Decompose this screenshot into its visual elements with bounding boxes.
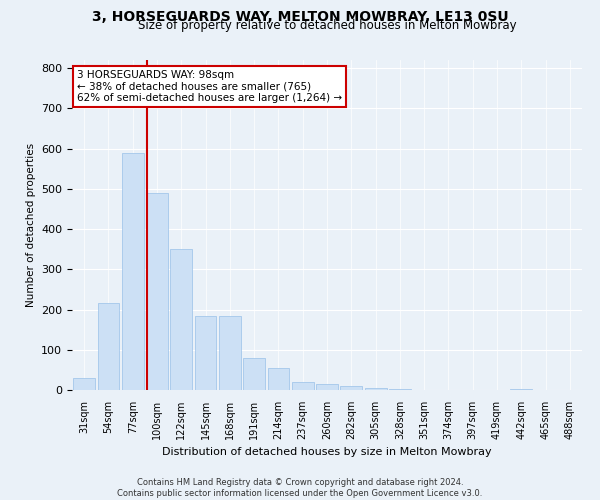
Bar bbox=[73, 378, 95, 390]
Text: 3 HORSEGUARDS WAY: 98sqm
← 38% of detached houses are smaller (765)
62% of semi-: 3 HORSEGUARDS WAY: 98sqm ← 38% of detach… bbox=[77, 70, 342, 103]
Bar bbox=[511, 389, 532, 390]
Bar bbox=[268, 368, 289, 390]
Bar bbox=[292, 382, 314, 390]
Title: Size of property relative to detached houses in Melton Mowbray: Size of property relative to detached ho… bbox=[137, 20, 517, 32]
Bar bbox=[97, 304, 119, 390]
Y-axis label: Number of detached properties: Number of detached properties bbox=[26, 143, 35, 307]
Bar bbox=[340, 386, 362, 390]
Bar bbox=[389, 389, 411, 390]
Text: Contains HM Land Registry data © Crown copyright and database right 2024.
Contai: Contains HM Land Registry data © Crown c… bbox=[118, 478, 482, 498]
Bar bbox=[146, 193, 168, 390]
X-axis label: Distribution of detached houses by size in Melton Mowbray: Distribution of detached houses by size … bbox=[162, 448, 492, 458]
Text: 3, HORSEGUARDS WAY, MELTON MOWBRAY, LE13 0SU: 3, HORSEGUARDS WAY, MELTON MOWBRAY, LE13… bbox=[92, 10, 508, 24]
Bar bbox=[365, 388, 386, 390]
Bar bbox=[194, 316, 217, 390]
Bar bbox=[243, 358, 265, 390]
Bar bbox=[170, 249, 192, 390]
Bar bbox=[316, 384, 338, 390]
Bar bbox=[122, 152, 143, 390]
Bar bbox=[219, 316, 241, 390]
